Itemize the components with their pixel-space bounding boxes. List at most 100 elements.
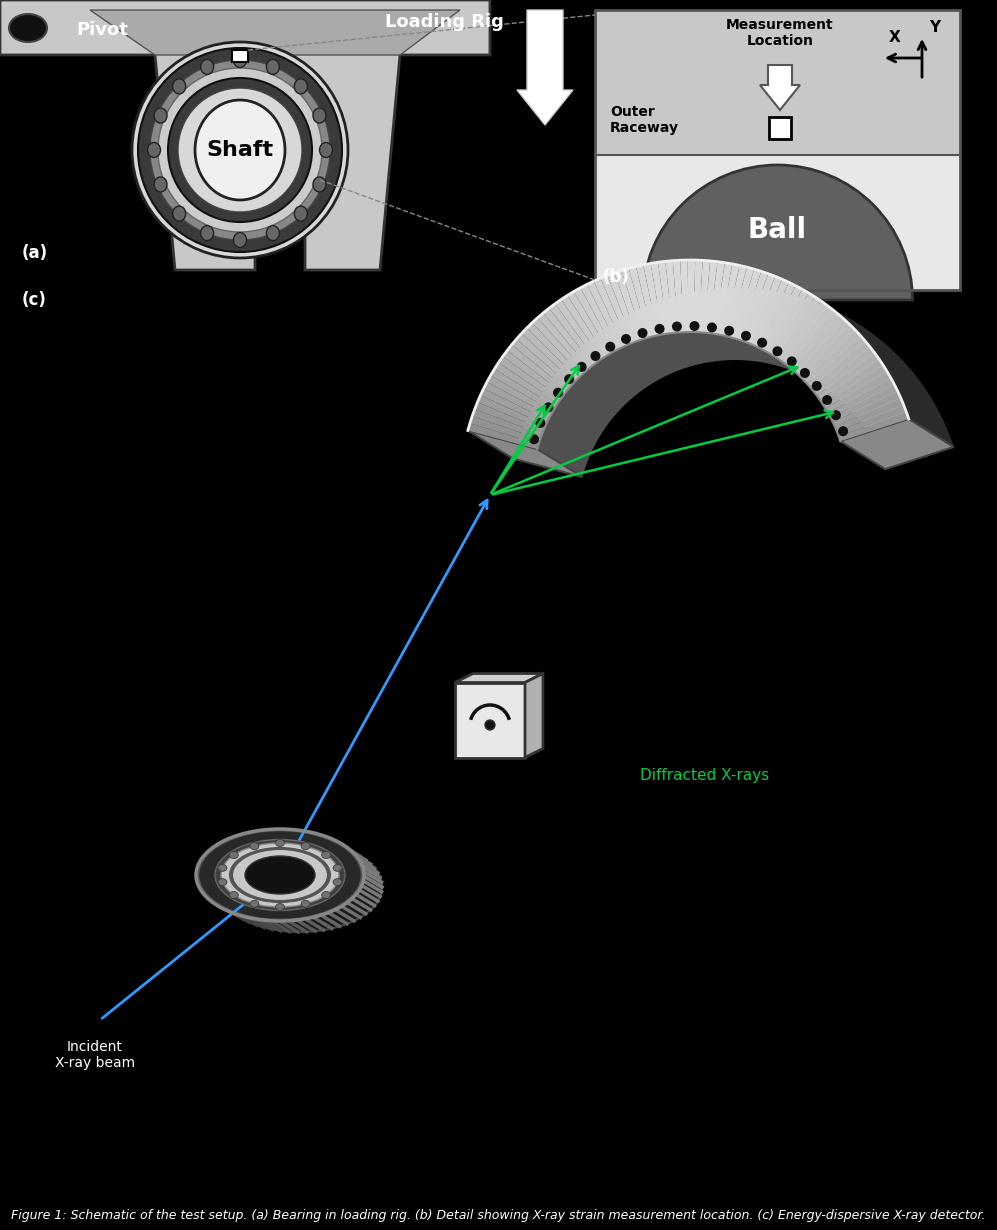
Polygon shape: [760, 65, 800, 109]
Ellipse shape: [275, 904, 284, 910]
Polygon shape: [507, 344, 567, 394]
Polygon shape: [621, 268, 648, 339]
Polygon shape: [600, 276, 633, 344]
Ellipse shape: [333, 878, 342, 886]
Polygon shape: [481, 389, 548, 426]
Polygon shape: [797, 320, 850, 376]
Polygon shape: [767, 289, 809, 354]
Ellipse shape: [252, 861, 348, 913]
Polygon shape: [840, 419, 954, 469]
Polygon shape: [826, 371, 891, 413]
Ellipse shape: [233, 53, 246, 68]
Polygon shape: [614, 271, 643, 341]
Polygon shape: [549, 304, 597, 365]
Polygon shape: [820, 359, 883, 405]
Polygon shape: [511, 339, 571, 390]
Ellipse shape: [230, 847, 330, 902]
Polygon shape: [754, 279, 789, 347]
Polygon shape: [643, 263, 663, 336]
Polygon shape: [468, 430, 582, 477]
Circle shape: [543, 402, 553, 412]
Ellipse shape: [200, 59, 213, 74]
Polygon shape: [832, 391, 901, 427]
Bar: [595, 155, 960, 290]
Polygon shape: [724, 266, 747, 337]
Polygon shape: [543, 309, 593, 368]
Circle shape: [535, 418, 545, 428]
Circle shape: [838, 427, 848, 437]
Polygon shape: [811, 341, 870, 391]
Bar: [232, 50, 248, 62]
Ellipse shape: [218, 865, 227, 871]
Polygon shape: [0, 0, 490, 271]
Ellipse shape: [148, 143, 161, 157]
Polygon shape: [744, 274, 776, 343]
Polygon shape: [473, 410, 542, 439]
Text: Figure 1: Schematic of the test setup. (a) Bearing in loading rig. (b) Detail sh: Figure 1: Schematic of the test setup. (…: [11, 1209, 985, 1221]
Circle shape: [831, 411, 840, 421]
Polygon shape: [512, 288, 954, 477]
Text: Diffracted X-rays: Diffracted X-rays: [640, 768, 769, 784]
Polygon shape: [814, 347, 874, 396]
Circle shape: [590, 351, 600, 362]
Circle shape: [621, 335, 631, 344]
Polygon shape: [478, 395, 546, 429]
Polygon shape: [704, 261, 718, 333]
Circle shape: [690, 321, 700, 331]
Polygon shape: [629, 267, 653, 338]
Ellipse shape: [275, 840, 284, 846]
Polygon shape: [709, 262, 725, 333]
Polygon shape: [498, 357, 561, 402]
Text: Loading Rig: Loading Rig: [385, 14, 503, 31]
Ellipse shape: [301, 843, 310, 850]
Polygon shape: [455, 683, 525, 758]
Circle shape: [741, 331, 751, 341]
Polygon shape: [567, 292, 610, 357]
Circle shape: [576, 362, 586, 371]
Circle shape: [787, 357, 797, 367]
Polygon shape: [526, 322, 581, 379]
Polygon shape: [699, 261, 710, 332]
Polygon shape: [834, 399, 903, 432]
Circle shape: [168, 77, 312, 221]
Polygon shape: [836, 405, 906, 437]
Ellipse shape: [155, 108, 167, 123]
Ellipse shape: [200, 225, 213, 241]
Text: Pivot: Pivot: [76, 21, 128, 39]
Polygon shape: [828, 378, 894, 417]
Circle shape: [564, 374, 574, 384]
Circle shape: [553, 387, 563, 397]
Ellipse shape: [215, 840, 345, 910]
Circle shape: [485, 720, 495, 729]
Polygon shape: [694, 260, 703, 332]
Polygon shape: [729, 267, 754, 338]
Polygon shape: [455, 674, 543, 683]
Circle shape: [823, 395, 832, 405]
Circle shape: [150, 60, 330, 240]
Circle shape: [707, 322, 717, 332]
Text: Ball: Ball: [748, 216, 807, 244]
Polygon shape: [532, 317, 585, 375]
Polygon shape: [593, 278, 628, 347]
Polygon shape: [495, 363, 558, 407]
Ellipse shape: [172, 79, 185, 93]
Polygon shape: [607, 273, 638, 342]
Text: Measurement
Location: Measurement Location: [726, 18, 833, 48]
Polygon shape: [719, 264, 740, 336]
Bar: [595, 10, 960, 290]
Polygon shape: [739, 272, 769, 342]
Ellipse shape: [319, 143, 333, 157]
Ellipse shape: [250, 900, 259, 908]
Text: Outer
Raceway: Outer Raceway: [610, 105, 679, 135]
Circle shape: [724, 326, 734, 336]
Polygon shape: [491, 369, 555, 411]
Polygon shape: [688, 260, 695, 332]
Text: (b): (b): [603, 268, 630, 287]
Polygon shape: [680, 260, 689, 332]
Ellipse shape: [221, 843, 339, 907]
Polygon shape: [772, 293, 815, 358]
Ellipse shape: [229, 892, 238, 898]
Polygon shape: [800, 325, 855, 380]
Text: X: X: [889, 30, 900, 46]
Polygon shape: [780, 301, 828, 363]
